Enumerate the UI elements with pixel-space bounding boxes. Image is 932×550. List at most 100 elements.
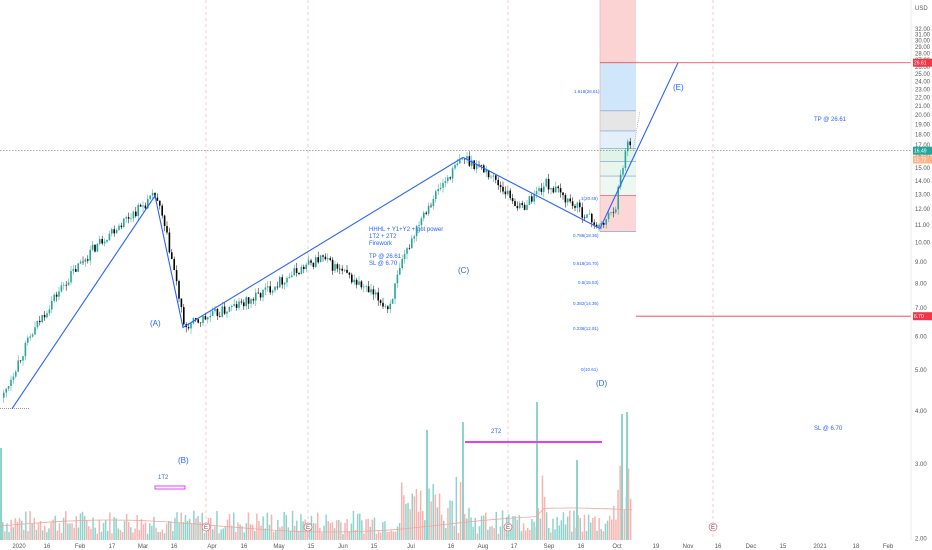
volume-bar (20, 520, 23, 540)
candle-body (204, 316, 207, 320)
volume-bar (275, 530, 277, 540)
candle-body (283, 282, 286, 285)
candle-body (101, 238, 103, 244)
volume-bar (548, 528, 550, 540)
volume-bar (197, 516, 199, 540)
volume-bar (256, 513, 258, 540)
candle-body (108, 233, 111, 240)
volume-bar (140, 519, 143, 540)
volume-bar (205, 522, 208, 540)
volume-bar (178, 523, 180, 540)
candle-body (226, 311, 228, 314)
volume-bar (224, 526, 227, 540)
candle-body (624, 151, 627, 169)
candle-body (211, 311, 214, 316)
candle-body (379, 300, 382, 303)
candle-body (3, 392, 5, 398)
volume-bar (10, 519, 12, 540)
time-axis: 2020 16 Feb 17 Mar 16 Apr 16 May 15 Jun 15 Jul 16 Aug 1… (12, 544, 894, 550)
candle-body (255, 292, 257, 301)
candle-body (223, 306, 226, 314)
candle-body (571, 201, 574, 206)
volume-bar (598, 517, 600, 540)
volume-bar (50, 522, 52, 540)
x-tick-label: 16 (241, 544, 248, 550)
candle-body (603, 223, 605, 225)
volume-bar (117, 528, 119, 540)
candle-body (339, 268, 341, 270)
volume-bar (478, 526, 481, 540)
fib-label-1: 1(20.49) (581, 196, 598, 201)
volume-bar (529, 530, 531, 540)
candle-body (29, 336, 31, 338)
candle-body (235, 304, 238, 308)
candle-body (135, 211, 137, 217)
volume-bar (88, 526, 90, 540)
y-tick-label: 12.00 (915, 207, 931, 213)
candle-body (564, 195, 567, 203)
candle-body (123, 218, 125, 228)
fib-retracement-zone (599, 0, 636, 233)
candle-body (228, 307, 231, 312)
volume-bar (405, 503, 407, 540)
volume-bar (195, 518, 197, 540)
candle-body (403, 253, 406, 259)
volume-bar (90, 528, 92, 540)
candle-body (331, 259, 334, 271)
volume-bar (552, 518, 554, 540)
candle-body (312, 262, 315, 267)
candle-body (72, 269, 75, 272)
volume-bar (392, 531, 395, 540)
candle-body (156, 197, 159, 201)
volume-bar (608, 515, 611, 540)
volume-bar (130, 527, 132, 540)
x-tick-label: 2021 (813, 544, 827, 550)
candle-body (492, 175, 495, 177)
volume-bar (222, 528, 224, 540)
volume-bar (180, 512, 182, 540)
candle-body (437, 189, 439, 192)
volume-bar (375, 533, 378, 540)
volume-bar (123, 521, 126, 540)
y-tick-label: 25.00 (915, 72, 931, 78)
x-tick-label: Dec (746, 544, 757, 550)
volume-bar (497, 534, 500, 540)
candle-body (159, 200, 161, 206)
volume-bar (254, 530, 256, 540)
candle-body (166, 226, 168, 233)
fib-label-0618: 0.618(16.70) (573, 261, 599, 266)
candle-body (120, 225, 123, 228)
candle-body (504, 191, 507, 195)
candle-body (279, 277, 281, 288)
x-tick-label: 16 (44, 544, 51, 550)
candle-body (243, 302, 245, 307)
candle-body (627, 141, 629, 152)
candle-body (7, 386, 10, 389)
volume-bar (161, 529, 164, 540)
volume-bar (543, 496, 546, 540)
candle-body (199, 322, 202, 324)
candle-body (497, 179, 499, 186)
candle-body (389, 303, 391, 310)
volume-spike (462, 422, 464, 540)
fib-zone-extension (600, 62, 636, 111)
volume-bar (533, 521, 535, 540)
trade-note-2: 1T2 + 2T2 (369, 234, 397, 240)
candle-body (550, 188, 552, 190)
volume-bar (77, 527, 80, 540)
candle-body (420, 218, 423, 226)
candle-body (31, 334, 34, 337)
volume-bar (119, 530, 122, 540)
volume-bar (138, 530, 140, 540)
volume-bar (472, 526, 474, 540)
stop-price-tag: 6.70 (913, 312, 932, 321)
candle-body (583, 217, 586, 219)
candle-body (22, 356, 24, 361)
candle-body (257, 292, 259, 294)
volume-bar (182, 522, 185, 540)
y-tick-label: 3.00 (915, 462, 927, 468)
svg-text:15.72: 15.72 (914, 157, 927, 163)
candle-body (151, 192, 154, 196)
candle-body (387, 306, 389, 310)
fib-label-0786: 0.786(18.36) (573, 233, 599, 238)
